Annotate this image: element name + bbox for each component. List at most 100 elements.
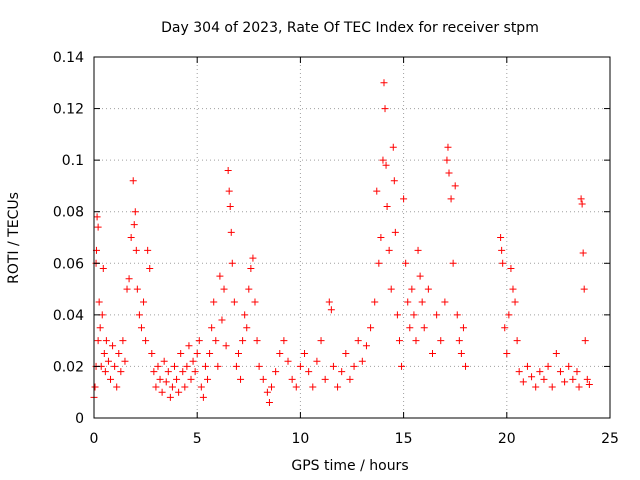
data-point: [497, 234, 505, 241]
data-point: [239, 337, 247, 345]
data-point: [451, 182, 459, 190]
y-tick-label: 0.02: [53, 359, 84, 375]
data-point: [189, 357, 197, 365]
data-point: [95, 298, 103, 306]
data-point: [428, 350, 436, 358]
data-point: [499, 259, 507, 267]
x-tick-label: 15: [395, 431, 413, 447]
x-axis-label: GPS time / hours: [291, 458, 408, 474]
data-point: [94, 223, 102, 231]
data-point: [284, 357, 292, 365]
data-point: [408, 285, 416, 293]
data-point: [327, 306, 335, 314]
data-point: [94, 337, 102, 345]
data-point: [380, 79, 388, 87]
data-point: [125, 275, 133, 283]
data-point: [513, 337, 521, 345]
ticks-layer: 0 5 10 15 20 25 0 0.02 0.04 0.06 0.08 0.1 0.12 0.14: [53, 50, 619, 447]
data-point: [224, 166, 232, 174]
y-tick-label: 0.12: [53, 102, 84, 118]
data-point: [578, 200, 586, 208]
data-point: [449, 259, 457, 267]
data-point: [237, 375, 245, 383]
data-point: [305, 368, 313, 376]
data-point: [354, 337, 362, 345]
data-point: [243, 324, 251, 332]
y-tick-label: 0.14: [53, 50, 84, 66]
data-point: [400, 195, 408, 203]
data-point: [445, 169, 453, 177]
data-point: [227, 228, 235, 236]
data-point: [117, 368, 125, 376]
x-tick-label: 5: [193, 431, 202, 447]
data-point: [249, 254, 257, 262]
data-point: [140, 298, 148, 306]
data-point: [292, 383, 300, 391]
data-point: [146, 264, 154, 272]
data-point: [101, 368, 109, 376]
data-point: [132, 246, 140, 254]
data-point: [265, 399, 273, 407]
data-point: [148, 350, 156, 358]
data-point: [210, 298, 218, 306]
data-point: [565, 362, 573, 370]
data-point: [129, 177, 137, 185]
data-point: [170, 362, 178, 370]
data-point: [317, 337, 325, 345]
data-point: [414, 246, 422, 254]
data-point: [457, 350, 465, 358]
chart-title: Day 304 of 2023, Rate Of TEC Index for r…: [161, 20, 539, 36]
data-point: [528, 373, 536, 381]
data-point: [162, 378, 170, 386]
data-point: [216, 272, 224, 280]
data-point: [402, 259, 410, 267]
plot-frame: [93, 56, 611, 419]
data-point: [100, 350, 108, 358]
data-point: [379, 156, 387, 164]
data-point: [342, 350, 350, 358]
data-point: [515, 368, 523, 376]
data-point: [245, 285, 253, 293]
data-point: [507, 264, 515, 272]
x-tick-label: 20: [498, 431, 516, 447]
data-point: [410, 311, 418, 319]
data-point: [160, 357, 168, 365]
data-point: [575, 383, 583, 391]
data-point: [433, 311, 441, 319]
data-point: [197, 383, 205, 391]
data-point: [523, 362, 531, 370]
data-point: [191, 368, 199, 376]
data-point: [156, 375, 164, 383]
data-point: [383, 203, 391, 211]
data-point: [175, 388, 183, 396]
data-point: [325, 298, 333, 306]
data-point: [321, 375, 329, 383]
data-point: [232, 362, 240, 370]
data-point: [412, 337, 420, 345]
data-point: [181, 383, 189, 391]
data-point: [268, 383, 276, 391]
data-point: [222, 342, 230, 350]
data-point: [505, 311, 513, 319]
data-point: [313, 357, 321, 365]
data-point: [218, 316, 226, 324]
data-point: [119, 337, 127, 345]
data-point: [382, 161, 390, 169]
data-point: [371, 298, 379, 306]
data-point: [389, 143, 397, 151]
data-point: [519, 378, 527, 386]
data-point: [263, 388, 271, 396]
data-point: [350, 362, 358, 370]
data-point: [573, 368, 581, 376]
data-point: [131, 208, 139, 216]
x-tick-label: 0: [90, 431, 99, 447]
y-tick-label: 0.06: [53, 256, 84, 272]
data-point: [212, 337, 220, 345]
data-point: [115, 350, 123, 358]
data-point: [329, 362, 337, 370]
data-point: [585, 380, 593, 388]
data-point: [362, 342, 370, 350]
data-point: [444, 143, 452, 151]
data-point: [107, 375, 115, 383]
